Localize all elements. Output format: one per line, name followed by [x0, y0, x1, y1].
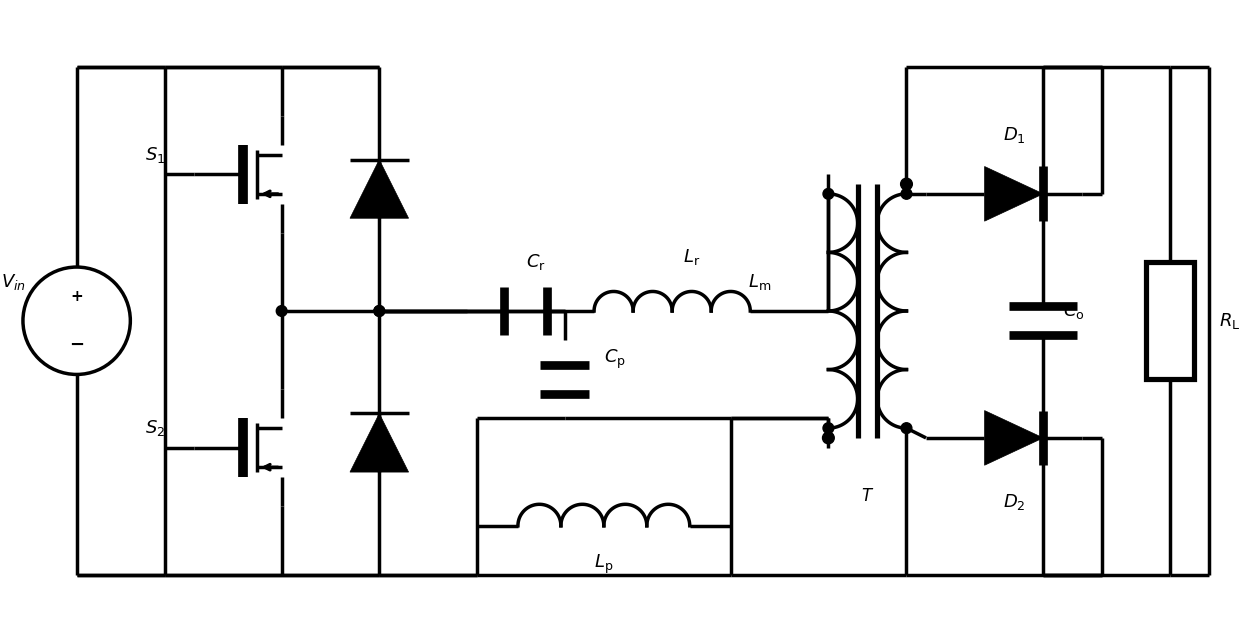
Circle shape: [901, 423, 911, 433]
Text: $S_2$: $S_2$: [145, 418, 165, 438]
Circle shape: [374, 306, 384, 316]
Text: $L_{\mathrm{m}}$: $L_{\mathrm{m}}$: [749, 272, 771, 292]
Circle shape: [374, 306, 384, 316]
Polygon shape: [350, 414, 409, 472]
Bar: [1146, 262, 1194, 379]
Polygon shape: [985, 166, 1043, 221]
Text: −: −: [69, 336, 84, 354]
Text: $D_2$: $D_2$: [1003, 492, 1025, 512]
Text: $S_1$: $S_1$: [145, 145, 165, 165]
Circle shape: [901, 188, 911, 199]
Text: $C_{\mathrm{r}}$: $C_{\mathrm{r}}$: [526, 252, 546, 272]
Polygon shape: [350, 160, 409, 218]
Text: $L_{\mathrm{r}}$: $L_{\mathrm{r}}$: [683, 247, 701, 267]
Text: $C_{\mathrm{o}}$: $C_{\mathrm{o}}$: [1063, 301, 1084, 321]
Polygon shape: [985, 410, 1043, 465]
Text: $V_{\mathit{in}}$: $V_{\mathit{in}}$: [1, 272, 26, 292]
Text: $D_1$: $D_1$: [1002, 125, 1025, 145]
Circle shape: [900, 178, 913, 190]
Circle shape: [277, 306, 286, 316]
Circle shape: [822, 432, 835, 444]
Text: $L_{\mathrm{p}}$: $L_{\mathrm{p}}$: [594, 553, 614, 576]
Text: $C_{\mathrm{p}}$: $C_{\mathrm{p}}$: [604, 348, 626, 371]
Text: +: +: [71, 289, 83, 304]
Circle shape: [823, 423, 833, 433]
Text: $T$: $T$: [861, 487, 874, 505]
Circle shape: [823, 188, 833, 199]
Text: $R_{\mathrm{L}}$: $R_{\mathrm{L}}$: [1219, 310, 1240, 331]
